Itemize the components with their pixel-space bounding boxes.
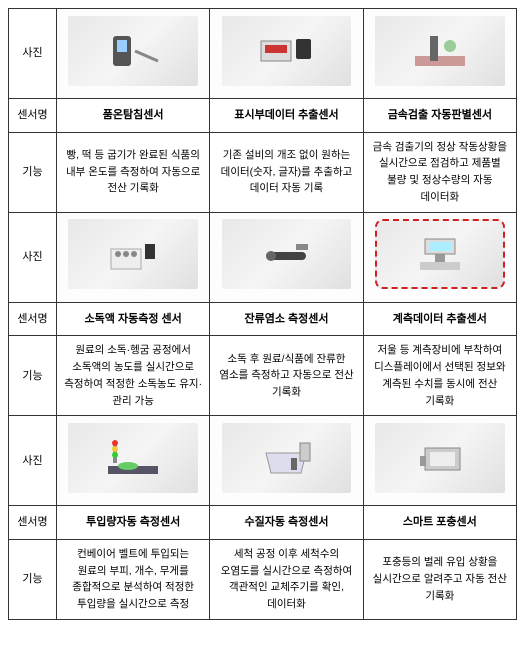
row-label-function: 기능 (9, 336, 57, 416)
sensor-function: 컨베이어 벨트에 투입되는 원료의 부피, 개수, 무게를 종합적으로 분석하여… (57, 539, 210, 619)
disinfect-icon (68, 219, 198, 289)
table-row: 기능 빵, 떡 등 굽기가 완료된 식품의 내부 온도를 측정하여 자동으로 전… (9, 132, 517, 212)
sensor-name: 표시부데이터 추출센서 (210, 99, 363, 133)
sensor-table: 사진 센서명 품온탐침센서 표시부데이터 추출센서 금속검출 자동판별센서 기능… (8, 8, 517, 620)
sensor-function: 저울 등 계측장비에 부착하여 디스플레이에서 선택된 정보와 계측된 수치를 … (363, 336, 516, 416)
photo-cell (210, 416, 363, 506)
scale-icon (375, 219, 505, 289)
probe-icon (68, 16, 198, 86)
sensor-name: 투입량자동 측정센서 (57, 506, 210, 540)
row-label-function: 기능 (9, 132, 57, 212)
photo-cell (363, 212, 516, 302)
photo-cell (210, 212, 363, 302)
conveyor-icon (68, 423, 198, 493)
sensor-function: 원료의 소독·헹굼 공정에서 소독액의 농도를 실시간으로 측정하여 적정한 소… (57, 336, 210, 416)
sensor-name: 품온탐침센서 (57, 99, 210, 133)
photo-cell (210, 9, 363, 99)
sensor-name: 계측데이터 추출센서 (363, 302, 516, 336)
sensor-function: 금속 검출기의 정상 작동상황을 실시간으로 점검하고 제품별 불량 및 정상수… (363, 132, 516, 212)
sensor-name: 잔류염소 측정센서 (210, 302, 363, 336)
photo-cell (57, 9, 210, 99)
row-label-name: 센서명 (9, 302, 57, 336)
display-icon (222, 16, 352, 86)
table-row: 센서명 소독액 자동측정 센서 잔류염소 측정센서 계측데이터 추출센서 (9, 302, 517, 336)
table-row: 기능 컨베이어 벨트에 투입되는 원료의 부피, 개수, 무게를 종합적으로 분… (9, 539, 517, 619)
sensor-function: 기존 설비의 개조 없이 원하는 데이터(숫자, 글자)를 추출하고 데이터 자… (210, 132, 363, 212)
row-label-photo: 사진 (9, 416, 57, 506)
table-row: 센서명 품온탐침센서 표시부데이터 추출센서 금속검출 자동판별센서 (9, 99, 517, 133)
sensor-name: 스마트 포충센서 (363, 506, 516, 540)
photo-cell (57, 212, 210, 302)
metal-icon (375, 16, 505, 86)
sensor-function: 소독 후 원료/식품에 잔류한 염소를 측정하고 자동으로 전산 기록화 (210, 336, 363, 416)
chlorine-icon (222, 219, 352, 289)
table-row: 기능 원료의 소독·헹굼 공정에서 소독액의 농도를 실시간으로 측정하여 적정… (9, 336, 517, 416)
photo-cell (363, 9, 516, 99)
row-label-name: 센서명 (9, 506, 57, 540)
water-icon (222, 423, 352, 493)
sensor-name: 금속검출 자동판별센서 (363, 99, 516, 133)
trap-icon (375, 423, 505, 493)
table-row: 사진 (9, 212, 517, 302)
row-label-name: 센서명 (9, 99, 57, 133)
photo-cell (363, 416, 516, 506)
row-label-photo: 사진 (9, 9, 57, 99)
row-label-photo: 사진 (9, 212, 57, 302)
photo-cell (57, 416, 210, 506)
table-row: 사진 (9, 9, 517, 99)
sensor-function: 세척 공정 이후 세척수의 오염도를 실시간으로 측정하여 객관적인 교체주기를… (210, 539, 363, 619)
sensor-function: 빵, 떡 등 굽기가 완료된 식품의 내부 온도를 측정하여 자동으로 전산 기… (57, 132, 210, 212)
sensor-name: 소독액 자동측정 센서 (57, 302, 210, 336)
sensor-name: 수질자동 측정센서 (210, 506, 363, 540)
table-row: 사진 (9, 416, 517, 506)
table-row: 센서명 투입량자동 측정센서 수질자동 측정센서 스마트 포충센서 (9, 506, 517, 540)
row-label-function: 기능 (9, 539, 57, 619)
sensor-function: 포충등의 벌레 유입 상황을 실시간으로 알려주고 자동 전산 기록화 (363, 539, 516, 619)
